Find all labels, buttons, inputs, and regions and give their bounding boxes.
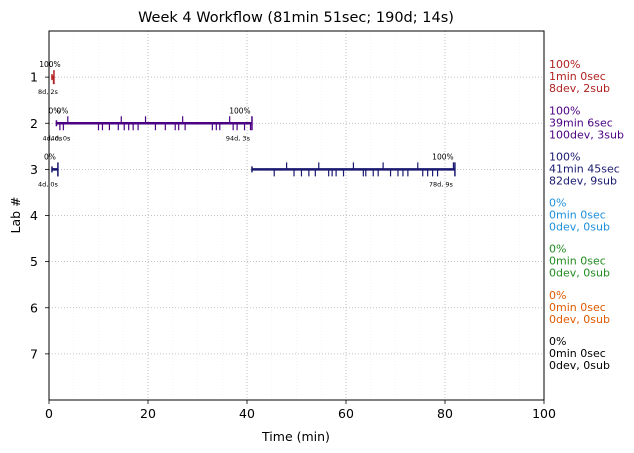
end-count-label: 78d, 9s [429, 180, 454, 188]
x-tick-label: 20 [140, 406, 156, 421]
y-tick-label: 2 [30, 116, 38, 131]
grid-lines [49, 31, 544, 400]
summary-percent: 100% [549, 58, 580, 71]
summary-time: 41min 45sec [549, 162, 620, 175]
end-count-label: 94d, 3s [226, 134, 251, 142]
summary-count: 0dev, 0sub [549, 267, 610, 280]
summary-count: 0dev, 0sub [549, 313, 610, 326]
summary-percent: 0% [549, 197, 566, 210]
start-count-label: 4d, 0s [38, 180, 59, 188]
end-percent-label: 100% [432, 152, 453, 161]
y-axis-label: Lab # [8, 196, 23, 233]
y-tick-label: 5 [30, 254, 38, 269]
y-tick-label: 7 [30, 346, 38, 361]
y-tick-label: 6 [30, 300, 38, 315]
x-tick-label: 40 [239, 406, 255, 421]
start-count-label: 4d, 0s [50, 134, 71, 142]
y-axis-ticks: 1 2 3 4 5 6 7 [30, 70, 49, 361]
start-percent-label: 0% [56, 106, 68, 115]
x-axis-label: Time (min) [261, 429, 330, 444]
lab-lane-1: 100% 8d, 2s [38, 60, 61, 96]
x-tick-label: 100 [532, 406, 556, 421]
x-tick-label: 80 [437, 406, 453, 421]
summary-percent: 0% [549, 243, 566, 256]
start-count-label: 4d, 0s [42, 134, 63, 142]
summary-time: 0min 0sec [549, 209, 606, 222]
summary-count: 82dev, 9sub [549, 174, 617, 187]
summary-count: 8dev, 2sub [549, 82, 610, 95]
summary-percent: 100% [549, 104, 580, 117]
summary-percent: 100% [549, 150, 580, 163]
summary-count: 0dev, 0sub [549, 359, 610, 372]
end-percent-label: 100% [229, 106, 250, 115]
y-tick-label: 3 [30, 162, 38, 177]
start-count-label: 8d, 2s [38, 88, 59, 96]
y-tick-label: 4 [30, 208, 38, 223]
summary-time: 0min 0sec [549, 301, 606, 314]
x-axis-ticks: 0 20 40 60 80 100 [45, 400, 556, 421]
lab-lane-2: 0% 4d, 0s 0% 4d, 0s 100% 94d, 3s [42, 106, 253, 142]
start-percent-label: 0% [48, 106, 60, 115]
summary-percent: 0% [549, 335, 566, 348]
summary-percent: 0% [549, 289, 566, 302]
y-tick-label: 1 [30, 70, 38, 85]
summary-time: 0min 0sec [549, 255, 606, 268]
summary-time: 39min 6sec [549, 116, 613, 129]
x-tick-label: 0 [45, 406, 53, 421]
chart-title: Week 4 Workflow (81min 51sec; 190d; 14s) [138, 10, 454, 26]
summary-count: 0dev, 0sub [549, 221, 610, 234]
summary-time: 1min 0sec [549, 70, 606, 83]
summary-time: 0min 0sec [549, 347, 606, 360]
start-percent-label: 100% [39, 60, 60, 69]
summary-count: 100dev, 3sub [549, 128, 624, 141]
lab-lane-3: 0% 4d, 0s 100% 78d, 9s [38, 152, 456, 188]
x-tick-label: 60 [338, 406, 354, 421]
start-percent-label: 0% [44, 152, 56, 161]
lab-lanes: 100% 8d, 2s 0% 4d, 0s 0% 4d, 0s 100% 94d, 3s 0% 4… [38, 60, 456, 188]
